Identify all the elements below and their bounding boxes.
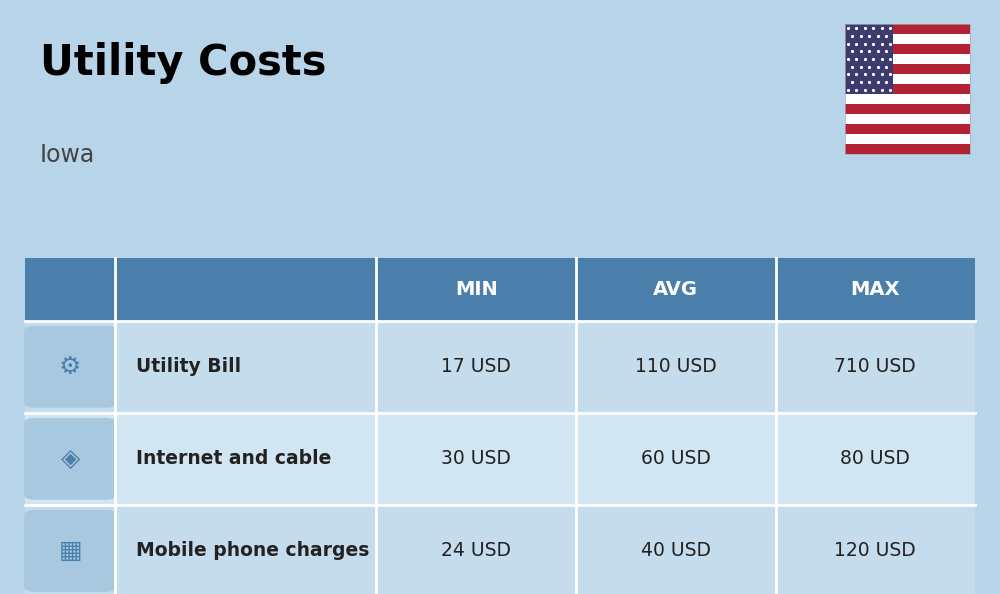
FancyBboxPatch shape [845,144,970,154]
FancyBboxPatch shape [845,24,970,34]
FancyBboxPatch shape [845,134,970,144]
Text: ⚙: ⚙ [59,355,81,379]
FancyBboxPatch shape [25,321,975,413]
Text: 120 USD: 120 USD [834,542,916,560]
FancyBboxPatch shape [845,24,893,94]
FancyBboxPatch shape [25,413,975,505]
FancyBboxPatch shape [845,44,970,54]
Text: MIN: MIN [455,280,498,299]
FancyBboxPatch shape [24,510,116,592]
FancyBboxPatch shape [845,124,970,134]
Text: 110 USD: 110 USD [635,358,717,376]
Text: AVG: AVG [653,280,698,299]
Text: ▦: ▦ [58,539,82,563]
Text: Mobile phone charges: Mobile phone charges [136,542,370,560]
Text: Utility Costs: Utility Costs [40,42,326,84]
FancyBboxPatch shape [845,114,970,124]
Text: Iowa: Iowa [40,143,95,166]
FancyBboxPatch shape [25,258,975,321]
Text: 80 USD: 80 USD [840,450,910,468]
Text: Internet and cable: Internet and cable [136,450,332,468]
FancyBboxPatch shape [25,505,975,594]
FancyBboxPatch shape [845,104,970,114]
Text: MAX: MAX [850,280,900,299]
Text: 30 USD: 30 USD [441,450,511,468]
FancyBboxPatch shape [845,64,970,74]
FancyBboxPatch shape [845,84,970,94]
Text: Utility Bill: Utility Bill [136,358,241,376]
Text: 24 USD: 24 USD [441,542,511,560]
FancyBboxPatch shape [845,94,970,104]
Text: ◈: ◈ [60,447,80,471]
FancyBboxPatch shape [845,74,970,84]
Text: 710 USD: 710 USD [834,358,916,376]
FancyBboxPatch shape [845,54,970,64]
Text: 60 USD: 60 USD [641,450,711,468]
FancyBboxPatch shape [845,34,970,44]
FancyBboxPatch shape [24,326,116,407]
Text: 40 USD: 40 USD [641,542,711,560]
Text: 17 USD: 17 USD [441,358,511,376]
FancyBboxPatch shape [24,418,116,500]
